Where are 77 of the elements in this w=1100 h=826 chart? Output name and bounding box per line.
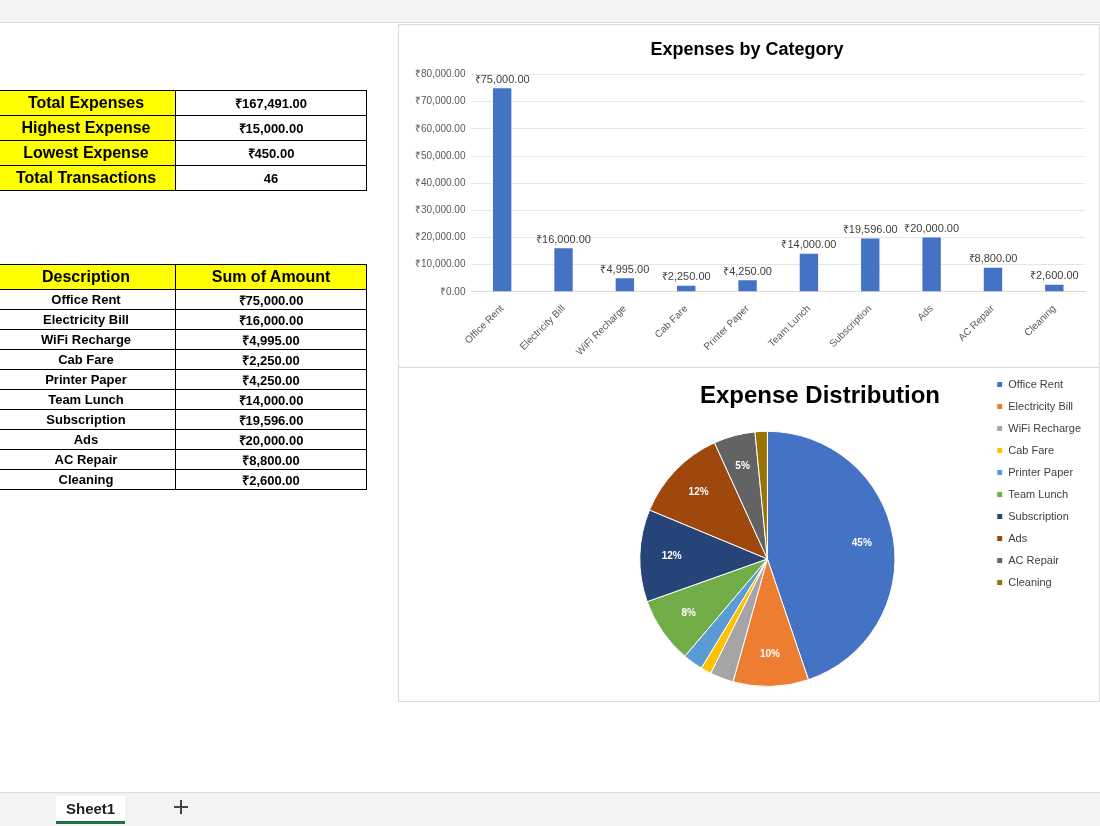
bar [861, 238, 880, 292]
text: ₹450.00 [175, 140, 367, 166]
legend-label: Office Rent [1008, 377, 1064, 390]
text: ₹19,596.00 [175, 409, 367, 430]
text: Ads [0, 429, 176, 450]
text: ₹167,491.00 [175, 90, 367, 116]
bar [492, 88, 512, 292]
data-label: ₹8,800.00 [968, 252, 1018, 265]
bar [922, 237, 941, 292]
legend-label: WiFi Recharge [1008, 421, 1082, 434]
chart-title: Expenses by Category [650, 38, 844, 59]
text: Subscription [0, 409, 176, 430]
data-label: ₹4,250.00 [723, 264, 772, 277]
legend-label: Printer Paper [1008, 465, 1074, 478]
legend-label: Electricity Bill [1008, 399, 1074, 412]
text: ₹16,000.00 [175, 309, 367, 330]
data-label: ₹20,000.00 [904, 222, 960, 234]
data-label: 8% [681, 607, 696, 619]
text: ₹14,000.00 [175, 389, 367, 410]
bar [738, 280, 757, 292]
data-label: 10% [759, 648, 781, 660]
text: ₹2,250.00 [175, 349, 367, 370]
legend-label: Cab Fare [1008, 443, 1055, 456]
data-label: 5% [735, 460, 750, 472]
text: ₹20,000.00 [175, 429, 367, 450]
data-label: ₹19,596.00 [842, 223, 898, 236]
text: AC Repair [0, 449, 176, 470]
x-tick-label: Ads [915, 302, 935, 323]
data-label: ₹2,600.00 [1029, 269, 1079, 282]
data-label: ₹14,000.00 [781, 238, 837, 251]
chart-title: Expense Distribution [699, 381, 941, 409]
text: Total Transactions [0, 165, 176, 191]
data-label: 12% [688, 486, 709, 498]
y-tick-label: ₹70,000.00 [414, 95, 466, 107]
bar [615, 278, 635, 292]
legend-label: Cleaning [1008, 575, 1052, 588]
text: Cleaning [0, 469, 176, 490]
text: ₹8,800.00 [175, 449, 367, 470]
data-label: 45% [851, 537, 872, 549]
y-tick-label: ₹20,000.00 [414, 231, 466, 243]
text: ₹4,995.00 [175, 329, 367, 350]
y-tick-label: ₹50,000.00 [414, 149, 466, 161]
text: Sum of Amount [175, 264, 367, 290]
legend-label: AC Repair [1008, 553, 1060, 566]
text: 46 [175, 165, 367, 191]
bar [554, 248, 573, 292]
y-tick-label: ₹80,000.00 [414, 68, 466, 80]
legend-label: Team Lunch [1008, 487, 1069, 500]
y-tick-label: ₹10,000.00 [414, 258, 466, 270]
bar [983, 267, 1003, 292]
text: Total Expenses [0, 90, 176, 116]
y-tick-label: ₹40,000.00 [414, 176, 466, 188]
y-tick-label: ₹0.00 [440, 285, 466, 297]
bar [799, 253, 819, 292]
text: ₹75,000.00 [175, 289, 367, 310]
text: Sheet1 [56, 796, 126, 824]
x-tick-label: Cab Fare [652, 302, 690, 340]
text: Printer Paper [0, 369, 176, 390]
legend-label: Ads [1008, 531, 1028, 544]
data-label: ₹16,000.00 [536, 232, 591, 245]
y-tick-label: ₹30,000.00 [414, 204, 466, 216]
text: ₹15,000.00 [175, 115, 367, 141]
text: Cab Fare [0, 349, 176, 370]
text: Lowest Expense [0, 140, 176, 166]
data-label: 12% [661, 550, 682, 562]
text: Team Lunch [0, 389, 176, 410]
data-label: ₹75,000.00 [474, 72, 530, 85]
y-tick-label: ₹60,000.00 [414, 122, 466, 134]
legend-label: Subscription [1008, 509, 1069, 522]
text: ₹2,600.00 [175, 469, 367, 490]
text: Description [0, 264, 176, 290]
text: Highest Expense [0, 115, 176, 141]
data-label: ₹2,250.00 [661, 270, 711, 283]
text: Office Rent [0, 289, 176, 310]
data-label: ₹4,995.00 [600, 262, 650, 275]
bar [1045, 284, 1064, 292]
text: ₹4,250.00 [175, 369, 367, 390]
